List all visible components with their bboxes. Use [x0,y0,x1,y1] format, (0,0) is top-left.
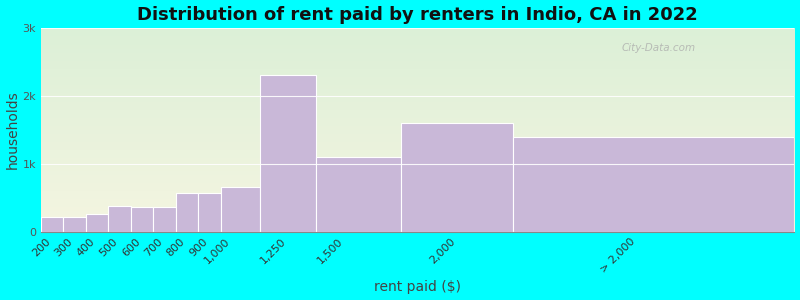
Bar [198,193,221,232]
Bar [514,136,794,232]
Title: Distribution of rent paid by renters in Indio, CA in 2022: Distribution of rent paid by renters in … [138,6,698,24]
Bar [63,217,86,232]
Bar [401,123,514,232]
Bar [221,188,260,232]
X-axis label: rent paid ($): rent paid ($) [374,280,461,294]
Bar [86,214,108,232]
Bar [41,217,63,232]
Text: City-Data.com: City-Data.com [622,43,696,53]
Y-axis label: households: households [6,90,19,169]
Bar [154,208,176,232]
Bar [316,157,401,232]
Bar [260,75,316,232]
Bar [176,193,198,232]
Bar [131,208,154,232]
Bar [108,206,131,232]
